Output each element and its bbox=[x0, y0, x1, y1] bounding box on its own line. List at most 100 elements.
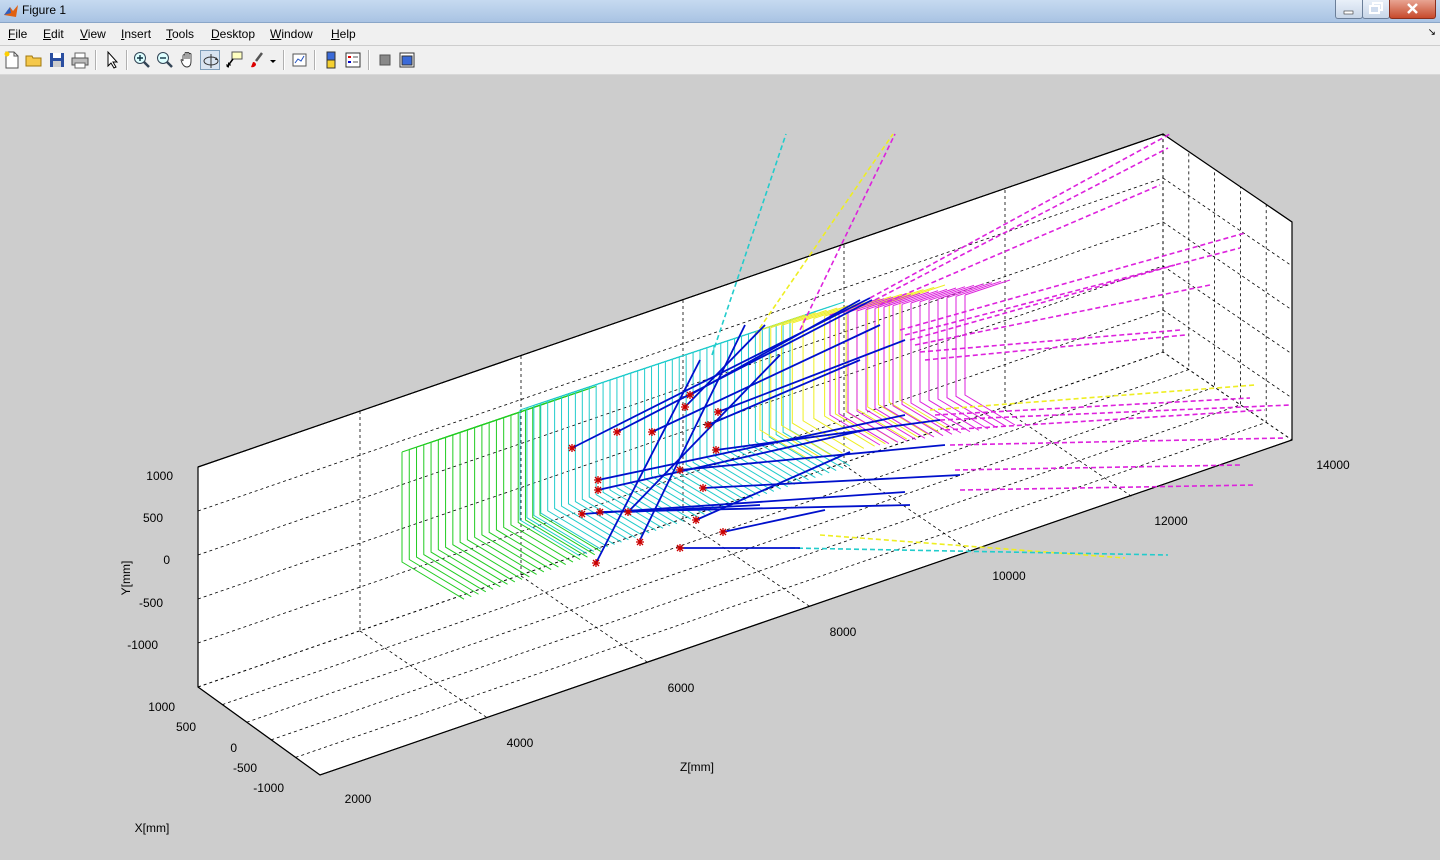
y-tick-label: 0 bbox=[163, 553, 170, 567]
zoom-out-button[interactable] bbox=[155, 50, 175, 70]
toolbar bbox=[0, 46, 1440, 75]
z-tick-label: 14000 bbox=[1316, 458, 1350, 472]
y-tick-label: -1000 bbox=[127, 638, 158, 652]
menu-help[interactable]: Help bbox=[331, 27, 356, 41]
restore-button[interactable] bbox=[1362, 0, 1390, 19]
window-title: Figure 1 bbox=[22, 3, 67, 17]
hit-marker bbox=[594, 476, 602, 484]
hit-marker bbox=[686, 391, 694, 399]
hit-marker bbox=[699, 484, 707, 492]
menu-insert[interactable]: Insert bbox=[121, 27, 152, 41]
hit-marker bbox=[681, 403, 689, 411]
y-tick-labels: 1000 500 0 -500 -1000 bbox=[127, 469, 173, 652]
hit-marker bbox=[636, 538, 644, 546]
dock-arrow-icon[interactable]: ↘ bbox=[1427, 27, 1436, 38]
toolbar-separator bbox=[126, 50, 128, 70]
hide-plot-tools-icon bbox=[379, 54, 391, 66]
hit-markers bbox=[568, 391, 727, 567]
data-cursor-button[interactable] bbox=[224, 50, 244, 70]
menu-view[interactable]: View bbox=[80, 27, 106, 41]
new-figure-button[interactable] bbox=[2, 50, 22, 70]
hit-marker bbox=[692, 516, 700, 524]
y-tick-label: 500 bbox=[143, 511, 163, 525]
colorbar-button[interactable] bbox=[321, 50, 341, 70]
hit-marker bbox=[648, 428, 656, 436]
colorbar-icon bbox=[326, 51, 336, 69]
minimize-icon bbox=[1343, 10, 1354, 15]
y-tick-label: 1000 bbox=[146, 469, 173, 483]
zoom-in-button[interactable] bbox=[132, 50, 152, 70]
legend-button[interactable] bbox=[343, 50, 363, 70]
x-tick-label: 500 bbox=[176, 720, 196, 734]
y-axis-label: Y[mm] bbox=[119, 561, 133, 596]
reconstructed-tracks bbox=[571, 297, 961, 564]
x-tick-label: 0 bbox=[230, 741, 237, 755]
link-plot-icon bbox=[292, 53, 307, 67]
menu-file[interactable]: File bbox=[8, 27, 28, 41]
menu-desktop[interactable]: Desktop bbox=[211, 27, 256, 41]
hit-marker bbox=[676, 544, 684, 552]
brush-icon bbox=[251, 52, 263, 68]
close-icon bbox=[1407, 3, 1418, 14]
hit-marker bbox=[592, 559, 600, 567]
chevron-down-icon bbox=[270, 60, 276, 63]
brush-button[interactable] bbox=[248, 50, 268, 70]
matlab-icon bbox=[4, 5, 18, 17]
magenta-detector-planes bbox=[829, 279, 1016, 446]
toolbar-separator bbox=[95, 50, 97, 70]
hit-marker bbox=[624, 508, 632, 516]
hand-icon bbox=[180, 52, 192, 68]
x-axis-label: X[mm] bbox=[135, 821, 170, 835]
extrapolated-tracks bbox=[711, 133, 1291, 559]
show-plot-tools-button[interactable] bbox=[397, 50, 417, 70]
close-button[interactable] bbox=[1389, 0, 1436, 19]
rotate-3d-button[interactable] bbox=[200, 50, 220, 70]
zoom-out-icon bbox=[157, 52, 173, 68]
hit-marker bbox=[676, 466, 684, 474]
title-bar: Figure 1 bbox=[0, 0, 1440, 23]
hit-marker bbox=[568, 444, 576, 452]
show-plot-tools-icon bbox=[399, 52, 415, 68]
toolbar-separator bbox=[314, 50, 316, 70]
detector-geometry bbox=[401, 279, 1016, 600]
pan-button[interactable] bbox=[178, 50, 198, 70]
link-plot-button[interactable] bbox=[290, 50, 310, 70]
hit-marker bbox=[613, 428, 621, 436]
toolbar-separator bbox=[283, 50, 285, 70]
open-file-button[interactable] bbox=[24, 50, 44, 70]
hit-marker bbox=[719, 528, 727, 536]
edit-plot-button[interactable] bbox=[102, 50, 122, 70]
print-button[interactable] bbox=[70, 50, 90, 70]
legend-icon bbox=[345, 52, 361, 68]
brush-dropdown[interactable] bbox=[268, 50, 278, 70]
floppy-icon bbox=[50, 53, 64, 67]
printer-icon bbox=[71, 52, 89, 69]
minimize-button[interactable] bbox=[1335, 0, 1363, 19]
hit-marker bbox=[704, 421, 712, 429]
restore-icon bbox=[1369, 2, 1383, 14]
menu-tools[interactable]: Tools bbox=[166, 27, 195, 41]
menu-window[interactable]: Window bbox=[270, 27, 313, 41]
arrow-cursor-icon bbox=[107, 50, 119, 69]
z-tick-label: 2000 bbox=[345, 792, 372, 806]
z-tick-label: 4000 bbox=[507, 736, 534, 750]
folder-icon bbox=[25, 55, 42, 67]
x-tick-label: -500 bbox=[233, 761, 257, 775]
z-tick-labels: 2000 4000 6000 8000 10000 12000 14000 bbox=[345, 458, 1350, 806]
hit-marker bbox=[712, 446, 720, 454]
data-cursor-icon bbox=[226, 51, 243, 68]
new-file-icon bbox=[4, 51, 19, 69]
hit-marker bbox=[596, 508, 604, 516]
z-tick-label: 8000 bbox=[830, 625, 857, 639]
toolbar-separator bbox=[368, 50, 370, 70]
zoom-in-icon bbox=[134, 52, 150, 68]
y-tick-label: -500 bbox=[139, 596, 163, 610]
save-button[interactable] bbox=[47, 50, 67, 70]
menu-edit[interactable]: Edit bbox=[43, 27, 64, 41]
figure-canvas[interactable]: 1000 500 0 -500 -1000 1000 500 0 -500 -1000 2000… bbox=[0, 75, 1440, 860]
axis-labels: 1000 500 0 -500 -1000 1000 500 0 -500 -1000 2000… bbox=[119, 458, 1350, 835]
z-tick-label: 12000 bbox=[1154, 514, 1188, 528]
hide-plot-tools-button[interactable] bbox=[375, 50, 395, 70]
menu-bar: File Edit View Insert Tools Desktop Wind… bbox=[0, 23, 1440, 45]
